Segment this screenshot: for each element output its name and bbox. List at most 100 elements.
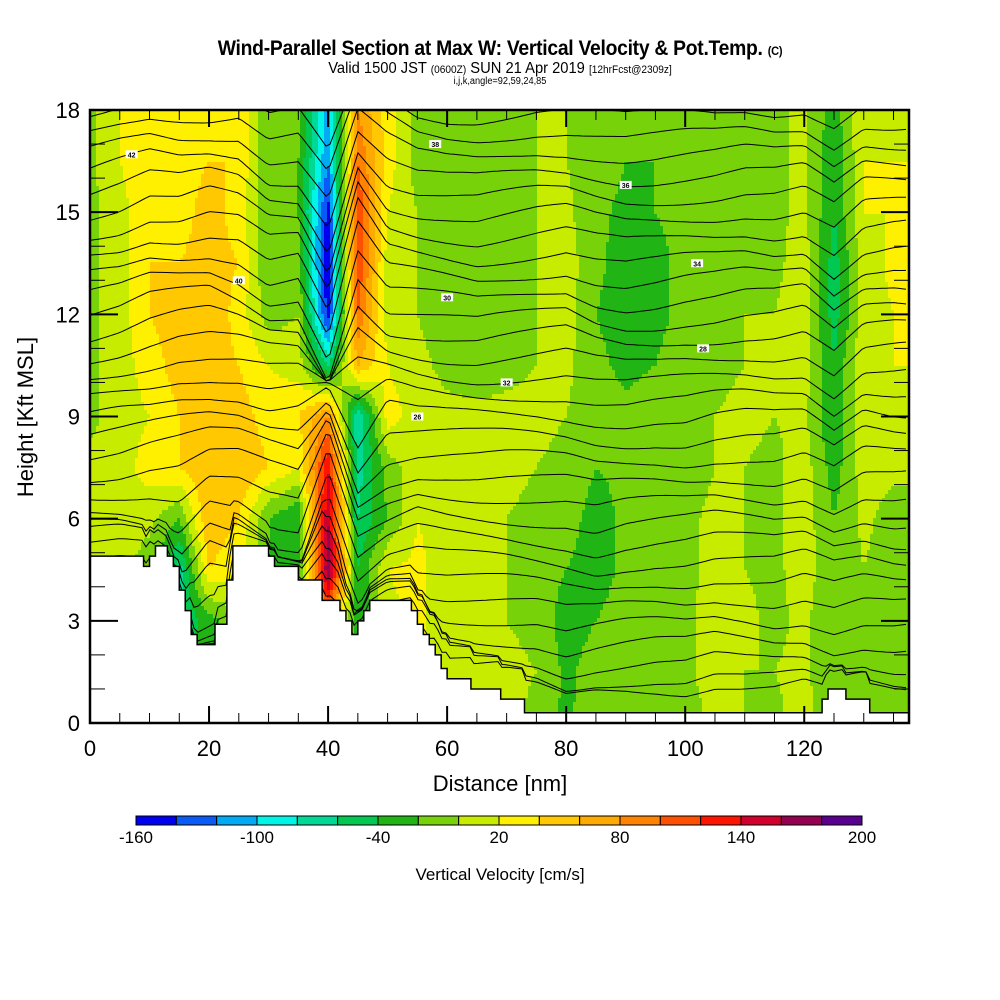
- field-cell: [201, 578, 208, 583]
- field-cell: [819, 238, 832, 243]
- field-cell: [138, 474, 190, 479]
- field-cell: [300, 570, 304, 575]
- field-cell: [303, 494, 310, 499]
- field-cell: [351, 126, 355, 131]
- field-cell: [135, 370, 166, 375]
- field-cell: [300, 494, 304, 499]
- field-cell: [342, 134, 346, 139]
- field-cell: [270, 518, 301, 523]
- field-cell: [339, 522, 343, 527]
- field-cell: [249, 282, 259, 287]
- field-cell: [315, 314, 319, 319]
- field-cell: [417, 258, 538, 263]
- field-cell: [594, 474, 604, 479]
- field-cell: [363, 238, 370, 243]
- field-cell: [837, 234, 847, 239]
- field-cell: [351, 570, 355, 575]
- field-cell: [258, 218, 301, 223]
- field-cell: [357, 238, 364, 243]
- field-cell: [315, 330, 319, 335]
- field-cell: [351, 286, 355, 291]
- field-cell: [96, 182, 127, 187]
- field-cell: [90, 158, 97, 163]
- field-cell: [339, 266, 343, 271]
- field-cell: [144, 538, 166, 543]
- field-cell: [90, 178, 97, 183]
- field-cell: [180, 450, 265, 455]
- field-cell: [192, 510, 202, 515]
- field-cell: [507, 578, 562, 583]
- field-cell: [168, 374, 244, 379]
- field-cell: [138, 454, 181, 459]
- field-cell: [330, 526, 334, 531]
- field-cell: [312, 146, 319, 151]
- field-cell: [345, 530, 349, 535]
- field-cell: [855, 338, 895, 343]
- field-cell: [234, 526, 247, 531]
- field-cell: [333, 298, 337, 303]
- field-cell: [822, 194, 844, 199]
- field-cell: [330, 394, 343, 399]
- field-cell: [579, 526, 616, 531]
- field-cell: [573, 190, 619, 195]
- field-cell: [351, 594, 355, 599]
- field-cell: [363, 194, 370, 199]
- field-cell: [225, 214, 247, 219]
- field-cell: [810, 294, 820, 299]
- field-cell: [351, 262, 355, 267]
- field-cell: [351, 442, 358, 447]
- field-cell: [330, 114, 334, 119]
- field-cell: [345, 222, 349, 227]
- field-cell: [234, 250, 250, 255]
- field-cell: [378, 574, 391, 579]
- field-cell: [570, 182, 619, 187]
- field-cell: [381, 666, 535, 671]
- field-cell: [744, 334, 811, 339]
- field-cell: [360, 394, 373, 399]
- field-cell: [597, 318, 670, 323]
- field-cell: [351, 462, 355, 467]
- field-cell: [576, 246, 607, 251]
- field-cell: [312, 326, 319, 331]
- field-cell: [654, 206, 790, 211]
- field-cell: [396, 422, 562, 427]
- field-cell: [462, 394, 493, 399]
- field-cell: [306, 566, 310, 571]
- field-cell: [183, 550, 190, 555]
- field-cell: [744, 674, 778, 679]
- field-cell: [228, 310, 247, 315]
- field-cell: [150, 274, 235, 279]
- field-cell: [351, 494, 355, 499]
- field-cell: [246, 190, 259, 195]
- field-cell: [342, 606, 346, 611]
- field-cell: [384, 334, 424, 339]
- field-cell: [336, 302, 340, 307]
- field-cell: [363, 474, 373, 479]
- field-cell: [249, 398, 334, 403]
- field-cell: [669, 298, 778, 303]
- field-cell: [90, 434, 94, 439]
- field-cell: [324, 134, 331, 139]
- field-cell: [357, 122, 361, 127]
- field-cell: [333, 218, 337, 223]
- field-cell: [351, 234, 355, 239]
- field-cell: [348, 574, 352, 579]
- field-cell: [333, 110, 337, 115]
- field-cell: [591, 630, 697, 635]
- field-cell: [348, 462, 352, 467]
- field-cell: [96, 122, 121, 127]
- field-cell: [312, 566, 316, 571]
- field-cell: [324, 574, 328, 579]
- field-cell: [378, 410, 385, 415]
- field-cell: [789, 150, 808, 155]
- field-cell: [855, 358, 895, 363]
- field-cell: [318, 566, 322, 571]
- field-cell: [819, 226, 832, 231]
- field-cell: [609, 486, 709, 491]
- field-cell: [369, 574, 379, 579]
- field-cell: [327, 454, 331, 459]
- field-cell: [843, 462, 856, 467]
- field-cell: [399, 462, 538, 467]
- field-cell: [99, 330, 133, 335]
- field-cell: [345, 194, 349, 199]
